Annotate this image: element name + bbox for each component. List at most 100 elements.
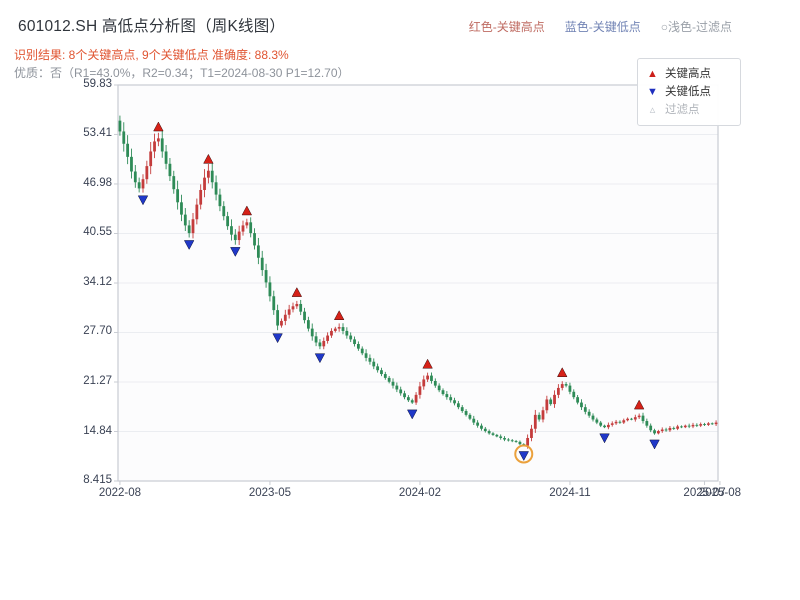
candle-body bbox=[437, 385, 441, 391]
x-axis-tick-label: 2025-07 bbox=[683, 487, 726, 499]
candle-body bbox=[299, 303, 303, 312]
candle-body bbox=[364, 353, 368, 358]
candle-body bbox=[510, 440, 514, 442]
candle-body bbox=[703, 424, 706, 426]
candle-body bbox=[237, 231, 241, 241]
candle-body bbox=[476, 422, 480, 426]
candle-body bbox=[541, 410, 545, 420]
candle-body bbox=[122, 131, 126, 144]
candle-body bbox=[341, 327, 345, 331]
candle-body bbox=[383, 374, 387, 378]
candle-body bbox=[491, 433, 495, 435]
candle-body bbox=[318, 342, 322, 347]
y-axis-tick-label: 59.83 bbox=[83, 78, 112, 90]
header-legend-filter: ○浅色-过滤点 bbox=[660, 20, 732, 34]
key-low-marker bbox=[649, 439, 660, 450]
candle-body bbox=[314, 336, 318, 343]
candle-body bbox=[287, 309, 291, 315]
candle-body bbox=[499, 436, 503, 438]
candle-body bbox=[653, 430, 656, 434]
candle-body bbox=[453, 400, 456, 404]
candle-body bbox=[372, 361, 376, 367]
candle-body bbox=[553, 394, 556, 405]
key-low-marker bbox=[272, 333, 283, 344]
candle-body bbox=[426, 375, 430, 380]
candle-body bbox=[480, 425, 483, 429]
candle-body bbox=[468, 414, 472, 419]
highlight-ring bbox=[514, 444, 534, 464]
candle-body bbox=[568, 385, 572, 392]
candle-body bbox=[368, 357, 372, 362]
candle-body bbox=[614, 421, 618, 424]
candle-body bbox=[680, 426, 683, 428]
key-high-marker bbox=[291, 287, 303, 297]
candle-body bbox=[118, 120, 122, 132]
candle-body bbox=[264, 270, 268, 283]
header-legend-key-low: 蓝色-关键低点 bbox=[564, 20, 641, 34]
y-axis-tick-label: 40.55 bbox=[83, 226, 112, 239]
key-high-triangle-icon: ▲ bbox=[647, 68, 658, 80]
candle-body bbox=[430, 375, 433, 381]
candle-body bbox=[360, 348, 364, 354]
candle-body bbox=[622, 420, 626, 423]
candle-body bbox=[399, 389, 403, 394]
x-axis-tick-label: 2023-05 bbox=[248, 487, 292, 499]
candle-body bbox=[630, 418, 633, 420]
candle-body bbox=[656, 431, 660, 434]
candle-body bbox=[326, 335, 330, 341]
candle-body bbox=[633, 417, 637, 420]
candle-body bbox=[422, 379, 426, 387]
candle-body bbox=[176, 189, 180, 203]
candle-body bbox=[503, 437, 506, 440]
y-axis-tick-label: 21.27 bbox=[83, 374, 112, 387]
candle-body bbox=[249, 222, 253, 234]
candle-body bbox=[676, 426, 680, 429]
candle-body bbox=[645, 421, 649, 426]
candle-body bbox=[618, 421, 622, 423]
candle-body bbox=[506, 439, 510, 441]
key-high-marker bbox=[153, 121, 164, 132]
candle-body bbox=[280, 320, 283, 326]
candle-body bbox=[187, 225, 191, 234]
candle-body bbox=[418, 386, 422, 395]
candle-body bbox=[353, 339, 356, 345]
candle-body bbox=[230, 226, 233, 235]
candle-body bbox=[545, 399, 549, 411]
key-low-marker bbox=[518, 451, 529, 462]
candle-body bbox=[610, 423, 614, 425]
candle-body bbox=[226, 216, 230, 227]
candle-body bbox=[564, 384, 568, 386]
candle-body bbox=[306, 320, 310, 329]
candle-body bbox=[268, 282, 272, 297]
candle-body bbox=[560, 384, 564, 388]
candle-body bbox=[483, 428, 487, 432]
candle-body bbox=[591, 415, 595, 420]
candle-body bbox=[303, 311, 306, 321]
candle-body bbox=[253, 233, 256, 246]
page-title: 601012.SH 高低点分析图（周K线图） bbox=[18, 18, 286, 35]
candle-body bbox=[214, 182, 218, 195]
candle-body bbox=[160, 138, 164, 152]
key-high-marker bbox=[633, 399, 645, 410]
candle-body bbox=[222, 206, 226, 217]
candle-body bbox=[518, 441, 522, 445]
legend-item-label: 关键高点 bbox=[665, 68, 711, 80]
candle-body bbox=[672, 427, 676, 429]
candle-body bbox=[260, 257, 264, 271]
candle-body bbox=[664, 429, 668, 431]
y-axis-tick-label: 53.41 bbox=[83, 127, 112, 140]
candle-body bbox=[714, 422, 718, 425]
candle-body bbox=[291, 306, 295, 310]
candle-body bbox=[183, 214, 187, 226]
candle-body bbox=[203, 177, 206, 190]
candle-body bbox=[710, 423, 714, 425]
candle-body bbox=[141, 179, 145, 189]
candle-body bbox=[191, 219, 195, 234]
key-low-marker bbox=[137, 195, 149, 206]
candle-body bbox=[595, 419, 599, 423]
candle-body bbox=[649, 425, 653, 431]
candle-body bbox=[210, 170, 214, 183]
candle-body bbox=[310, 328, 314, 337]
candle-body bbox=[241, 225, 245, 232]
candle-body bbox=[172, 176, 176, 190]
